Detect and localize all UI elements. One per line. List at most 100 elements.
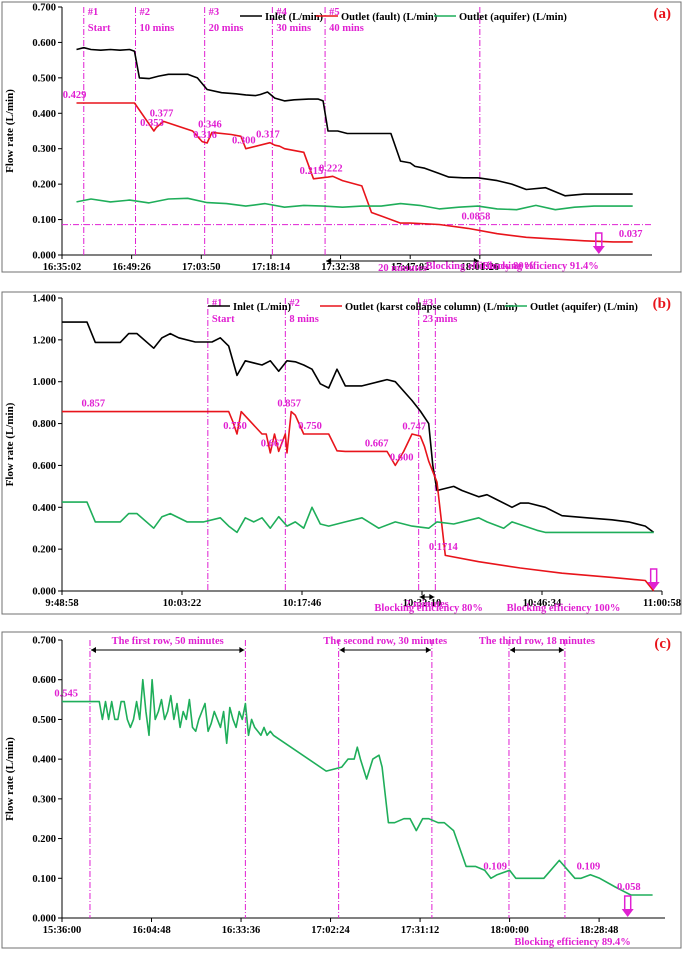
y-tick-label: 0.000 [32,587,56,598]
event-label: 40 mins [329,23,364,34]
x-tick-label: 10:17:46 [283,598,322,609]
span-arrowhead-left [419,594,425,600]
span-arrowhead-left [339,647,345,653]
data-label: 0.109 [577,862,601,873]
x-tick-label: 17:18:14 [252,262,291,273]
y-axis-label: Flow rate (L/min) [4,402,16,486]
span-arrowhead-left [509,647,515,653]
end-arrow-head [592,246,605,254]
data-label: 0.1714 [429,542,459,553]
span-label: 2 minutes [405,599,448,610]
span-arrowhead-right [425,647,431,653]
legend-label: Outlet (karst collapse column) (L/min) [345,302,518,313]
event-label: 30 mins [276,23,311,34]
span-label: The second row, 30 minutes [323,636,447,647]
event-label: 10 mins [140,23,175,34]
y-tick-label: 0.300 [32,144,56,155]
panel-2: 0.000 0.100 0.200 0.300 0.400 0.500 0.600 0.700… [1,631,682,949]
x-tick-label: 15:36:00 [43,925,82,936]
y-tick-label: 0.700 [32,3,56,14]
x-tick-label: 18:01:26 [461,262,500,273]
y-tick-label: 0.100 [32,215,56,226]
y-tick-label: 0.700 [32,636,56,647]
x-tick-label: 18:28:48 [580,925,619,936]
span-label: 20 minutes [378,263,427,274]
data-label: 0.222 [319,163,343,174]
x-tick-label: 9:48:58 [45,598,78,609]
data-label: 0.667 [365,438,389,449]
x-tick-label: 18:00:00 [490,925,529,936]
y-tick-label: 0.400 [32,755,56,766]
y-tick-label: 0.500 [32,73,56,84]
event-label: #2 [289,298,300,309]
efficiency-label: Blocking efficiency 80% [426,261,535,272]
event-label: #4 [276,7,287,18]
y-tick-label: 1.000 [32,377,56,388]
panel-0: 0.000 0.100 0.200 0.300 0.400 0.500 0.600 0.700… [1,1,682,274]
span-arrowhead-right [473,258,479,264]
span-label: The third row, 18 minutes [479,636,595,647]
span-arrowhead-right [239,647,245,653]
data-label: 0.750 [298,421,322,432]
data-label: 0.857 [277,399,301,410]
y-tick-label: 0.500 [32,715,56,726]
panel-label: (b) [653,296,671,312]
y-tick-label: 0.600 [32,675,56,686]
efficiency-label: Blocking efficiency 89.4% [514,937,630,948]
y-tick-label: 0.300 [32,794,56,805]
data-label: 0.215 [300,166,324,177]
efficiency-label: Blocking efficiency 100% [507,603,621,614]
data-label: 0.545 [54,689,78,700]
span-arrowhead-right [429,594,435,600]
panel-frame [1,631,682,949]
data-label: 0.317 [256,130,280,141]
data-label: 0.109 [483,862,507,873]
data-label: 0.058 [617,882,641,893]
data-label: 0.353 [140,118,164,129]
end-arrow-head [621,909,634,917]
series-line-outlet [76,102,633,243]
series-line-aquifer [62,501,654,534]
data-label: 0.857 [82,399,106,410]
series-line-aquifer [76,197,633,211]
legend-label: Outlet (fault) (L/min) [341,12,438,23]
x-tick-label: 16:49:26 [112,262,151,273]
span-arrowhead-right [558,647,564,653]
x-tick-label: 16:33:36 [222,925,261,936]
data-label: 0.346 [198,119,222,130]
x-tick-label: 10:03:22 [163,598,202,609]
event-label: 8 mins [289,314,318,325]
event-label: #3 [209,7,220,18]
x-tick-label: 10:32:10 [403,598,442,609]
panel-label: (a) [654,6,672,22]
span-label: The first row, 50 minutes [112,636,224,647]
x-tick-label: 16:35:02 [43,262,82,273]
panel-1: 0.000 0.200 0.400 0.600 0.800 1.000 1.200 1.400… [1,291,682,615]
data-label: 0.600 [390,452,414,463]
end-arrow-shaft [623,895,632,911]
data-label: 0.747 [402,422,426,433]
event-label: #1 [212,298,223,309]
event-label: #5 [329,7,340,18]
data-label: 0.316 [193,130,217,141]
span-arrowhead-left [326,258,332,264]
y-tick-label: 0.400 [32,109,56,120]
event-label: Start [212,314,235,325]
end-arrow-shaft [595,232,603,248]
y-tick-label: 0.100 [32,874,56,885]
x-tick-label: 16:04:48 [132,925,171,936]
event-label: #3 [423,298,434,309]
y-tick-label: 0.200 [32,834,56,845]
end-arrow-head [647,582,660,590]
data-label: 0.037 [619,229,643,240]
x-tick-label: 17:02:24 [311,925,350,936]
y-tick-label: 1.200 [32,335,56,346]
legend-label: Outlet (aquifer) (L/min) [530,302,638,313]
y-axis-label: Flow rate (L/min) [4,89,16,173]
y-tick-label: 0.400 [32,503,56,514]
span-arrowhead-left [90,647,96,653]
data-label: 0.0858 [461,212,490,223]
event-label: #2 [140,7,151,18]
